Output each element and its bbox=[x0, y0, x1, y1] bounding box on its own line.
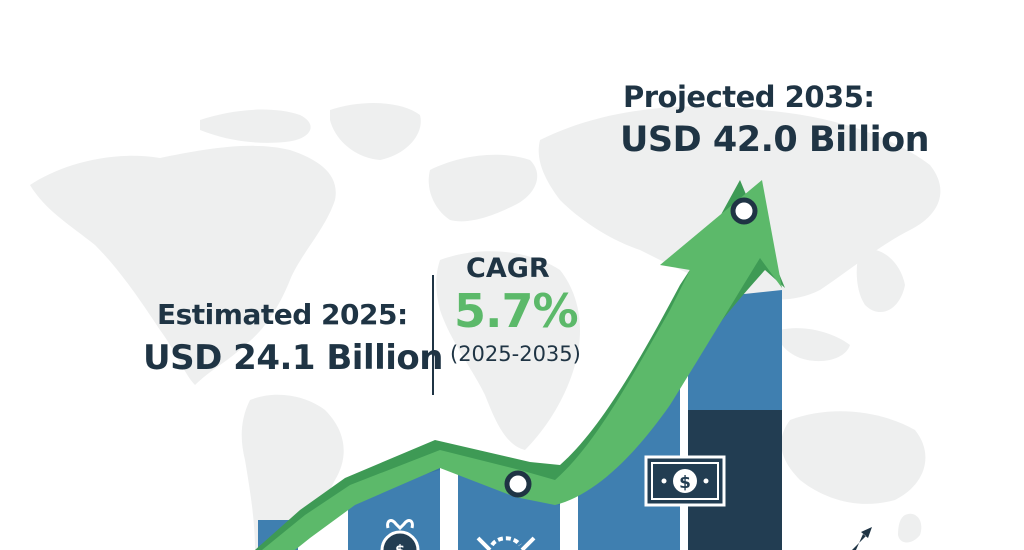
cagr-value: 5.7% bbox=[454, 284, 579, 338]
vertical-divider bbox=[432, 275, 434, 395]
banknote-icon: $ bbox=[644, 455, 726, 507]
svg-text:$: $ bbox=[395, 543, 405, 550]
world-map-background bbox=[30, 103, 941, 550]
cagr-title: CAGR bbox=[466, 253, 550, 284]
growth-arrow bbox=[255, 180, 785, 550]
marker-2035 bbox=[730, 197, 758, 225]
marker-2025 bbox=[504, 470, 532, 498]
svg-text:$: $ bbox=[679, 473, 691, 493]
money-bag-icon: $ bbox=[380, 519, 420, 550]
projected-2035-title: Projected 2035: bbox=[623, 80, 875, 114]
arrow-up-right-icon bbox=[852, 527, 872, 550]
projected-2035-value: USD 42.0 Billion bbox=[620, 120, 930, 160]
cagr-range: (2025-2035) bbox=[450, 342, 581, 366]
estimated-2025-title: Estimated 2025: bbox=[157, 298, 408, 331]
handshake-icon bbox=[476, 536, 536, 550]
estimated-2025-value: USD 24.1 Billion bbox=[143, 338, 443, 378]
